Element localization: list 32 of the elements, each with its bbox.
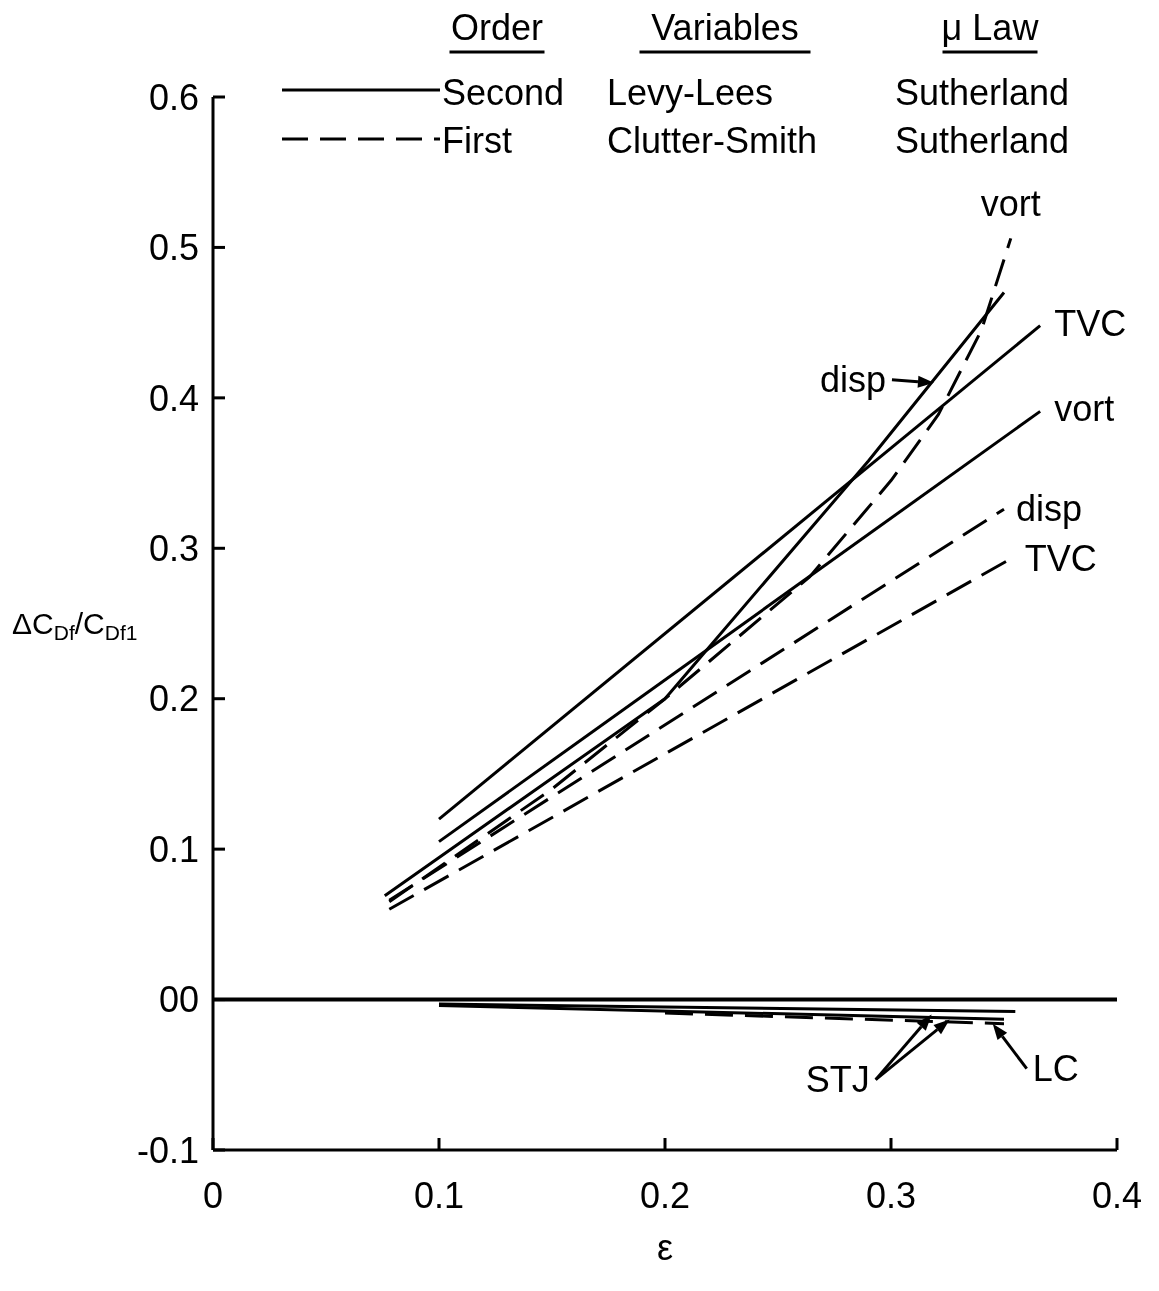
x-tick-label: 0.2	[639, 1174, 691, 1216]
y-tick-label: 0.4	[148, 377, 199, 419]
annotation: vort	[980, 183, 1041, 225]
annotation: Levy-Lees	[607, 72, 774, 113]
annotation: TVC	[1054, 302, 1127, 344]
annotation: Sutherland	[895, 72, 1070, 113]
y-tick-label: 0.2	[148, 678, 199, 720]
annotation: Clutter-Smith	[607, 120, 818, 161]
annotation: disp	[1016, 488, 1083, 530]
annotation: TVC	[1024, 537, 1097, 579]
x-tick-label: 0.1	[413, 1174, 465, 1216]
annotation: Second	[442, 72, 565, 113]
y-tick-label: 0.5	[148, 227, 199, 269]
text: Order	[450, 7, 544, 48]
annotation: Sutherland	[895, 120, 1070, 161]
y-tick-label: 00	[158, 979, 199, 1021]
y-tick-label: 0.6	[148, 76, 199, 118]
annotation: First	[442, 120, 512, 161]
y-tick-label: 0.3	[148, 528, 199, 570]
y-tick-label: 0.1	[148, 828, 199, 870]
annotation: LC	[1032, 1047, 1079, 1089]
annotation: STJ	[805, 1058, 870, 1100]
y-tick-label: -0.1	[136, 1129, 199, 1171]
annotation: vort	[1054, 388, 1115, 430]
x-tick-label: 0.3	[865, 1174, 917, 1216]
y-axis-title: ΔC$_{Df}$/C$_{Df1}$	[12, 606, 138, 644]
x-tick-label: 0	[202, 1174, 224, 1216]
x-axis-title: ε	[656, 1227, 674, 1268]
x-tick-label: 0.4	[1091, 1174, 1143, 1216]
text: Variables	[651, 7, 799, 48]
text: μ Law	[941, 7, 1040, 48]
annotation: disp	[819, 358, 886, 400]
